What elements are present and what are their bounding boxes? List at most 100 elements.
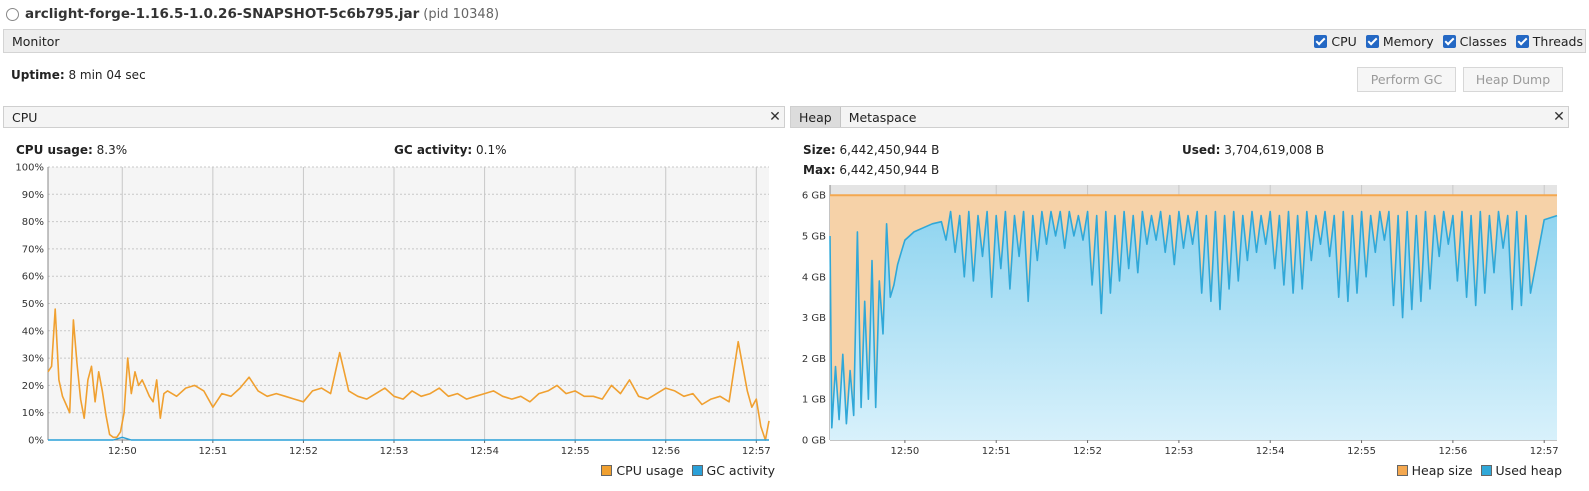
y-tick-label: 30% xyxy=(22,354,44,365)
x-tick-label: 12:54 xyxy=(1256,446,1285,457)
checkbox-classes[interactable]: Classes xyxy=(1442,33,1507,49)
heap-size-label: Size: xyxy=(803,143,836,157)
monitor-checkboxes: CPU Memory Classes Threads xyxy=(1314,34,1585,49)
cpu-usage-value: 8.3% xyxy=(96,143,128,157)
x-tick-label: 12:51 xyxy=(198,446,227,457)
y-tick-label: 1 GB xyxy=(802,395,826,406)
checkbox-checked-icon[interactable] xyxy=(1515,34,1529,48)
checkbox-label: Memory xyxy=(1382,33,1434,49)
uptime: Uptime: 8 min 04 sec xyxy=(11,68,146,82)
process-pid: (pid 10348) xyxy=(423,6,500,22)
legend-swatch xyxy=(691,465,703,476)
y-tick-label: 0 GB xyxy=(802,436,826,447)
y-tick-label: 70% xyxy=(22,244,44,255)
x-tick-label: 12:52 xyxy=(1073,446,1102,457)
uptime-value: 8 min 04 sec xyxy=(68,68,146,82)
y-tick-label: 80% xyxy=(22,217,44,228)
y-tick-label: 50% xyxy=(22,299,44,310)
heap-size-value: 6,442,450,944 B xyxy=(839,143,940,157)
checkbox-threads[interactable]: Threads xyxy=(1515,33,1583,49)
x-tick-label: 12:53 xyxy=(1164,446,1193,457)
heap-used-label: Used: xyxy=(1182,143,1221,157)
y-tick-label: 20% xyxy=(22,381,44,392)
y-tick-label: 100% xyxy=(15,163,44,174)
legend-label: CPU usage xyxy=(616,463,684,478)
tab-heap[interactable]: Heap xyxy=(791,107,841,127)
cpu-usage-stat: CPU usage: 8.3% xyxy=(16,143,127,157)
y-tick-label: 5 GB xyxy=(802,232,826,243)
gc-activity-value: 0.1% xyxy=(476,143,507,157)
heap-size-stat: Size: 6,442,450,944 B xyxy=(803,143,939,157)
close-icon[interactable]: ✕ xyxy=(769,109,781,125)
legend-item-heap-size: Heap size xyxy=(1396,463,1473,478)
cpu-panel-header: CPU ✕ xyxy=(3,106,785,128)
heap-max-label: Max: xyxy=(803,163,836,177)
checkbox-checked-icon[interactable] xyxy=(1442,34,1456,48)
legend-swatch xyxy=(1396,465,1408,476)
series-line-used-heap xyxy=(829,210,1558,429)
checkbox-memory[interactable]: Memory xyxy=(1365,33,1434,49)
checkbox-label: CPU xyxy=(1331,33,1357,49)
close-icon[interactable]: ✕ xyxy=(1553,109,1565,125)
window-title-bar: arclight-forge-1.16.5-1.0.26-SNAPSHOT-5c… xyxy=(0,0,1589,28)
uptime-label: Uptime: xyxy=(11,68,65,82)
cpu-usage-label: CPU usage: xyxy=(16,143,93,157)
legend-item-used-heap: Used heap xyxy=(1480,463,1562,478)
app-title: arclight-forge-1.16.5-1.0.26-SNAPSHOT-5c… xyxy=(25,6,420,22)
tab-metaspace[interactable]: Metaspace xyxy=(848,109,917,125)
checkbox-label: Threads xyxy=(1532,33,1583,49)
legend-label: Used heap xyxy=(1495,463,1562,478)
x-tick-label: 12:56 xyxy=(651,446,680,457)
x-tick-label: 12:50 xyxy=(890,446,919,457)
monitor-label: Monitor xyxy=(12,33,60,49)
y-tick-label: 3 GB xyxy=(802,313,826,324)
series-line-gc-activity xyxy=(48,436,769,441)
x-tick-label: 12:54 xyxy=(470,446,499,457)
y-tick-label: 2 GB xyxy=(802,354,826,365)
heap-panel-header: Heap Metaspace ✕ xyxy=(790,106,1569,128)
y-tick-label: 90% xyxy=(22,190,44,201)
gc-activity-label: GC activity: xyxy=(394,143,473,157)
heap-legend: Heap size Used heap xyxy=(1396,463,1562,478)
legend-swatch xyxy=(601,465,613,476)
gc-activity-stat: GC activity: 0.1% xyxy=(394,143,507,157)
area-used-heap xyxy=(830,211,1557,440)
y-tick-label: 0% xyxy=(28,436,44,447)
heap-used-stat: Used: 3,704,619,008 B xyxy=(1182,143,1324,157)
heap-dump-button[interactable]: Heap Dump xyxy=(1463,67,1563,92)
plot-headroom xyxy=(830,185,1557,196)
x-tick-label: 12:53 xyxy=(380,446,409,457)
perform-gc-button[interactable]: Perform GC xyxy=(1357,67,1456,92)
x-tick-label: 12:50 xyxy=(108,446,137,457)
y-tick-label: 10% xyxy=(22,408,44,419)
legend-label: Heap size xyxy=(1411,463,1473,478)
x-tick-label: 12:56 xyxy=(1438,446,1467,457)
legend-label: GC activity xyxy=(706,463,775,478)
x-tick-label: 12:52 xyxy=(289,446,318,457)
y-tick-label: 60% xyxy=(22,272,44,283)
checkbox-checked-icon[interactable] xyxy=(1314,34,1328,48)
heap-max-value: 6,442,450,944 B xyxy=(839,163,940,177)
process-status-icon xyxy=(6,7,19,21)
y-tick-label: 6 GB xyxy=(802,191,826,202)
x-tick-label: 12:51 xyxy=(982,446,1011,457)
heap-max-stat: Max: 6,442,450,944 B xyxy=(803,163,939,177)
x-tick-label: 12:57 xyxy=(1530,446,1559,457)
x-tick-label: 12:55 xyxy=(1347,446,1376,457)
legend-item-cpu: CPU usage xyxy=(601,463,684,478)
cpu-legend: CPU usage GC activity xyxy=(601,463,775,478)
checkbox-label: Classes xyxy=(1459,33,1507,49)
checkbox-cpu[interactable]: CPU xyxy=(1314,33,1357,49)
legend-swatch xyxy=(1480,465,1492,476)
heap-chart: 0 GB 1 GB 2 GB 3 GB 4 GB 5 GB 6 GB 12:50 12:51 12… xyxy=(802,185,1559,457)
x-tick-label: 12:55 xyxy=(561,446,590,457)
tab-cpu[interactable]: CPU xyxy=(12,109,38,125)
heap-used-value: 3,704,619,008 B xyxy=(1224,143,1325,157)
series-line-cpu-usage xyxy=(47,308,770,441)
checkbox-checked-icon[interactable] xyxy=(1365,34,1379,48)
monitor-header: Monitor CPU Memory Classes Threads xyxy=(3,29,1586,53)
y-tick-label: 40% xyxy=(22,326,44,337)
x-tick-label: 12:57 xyxy=(742,446,771,457)
legend-item-gc: GC activity xyxy=(691,463,775,478)
